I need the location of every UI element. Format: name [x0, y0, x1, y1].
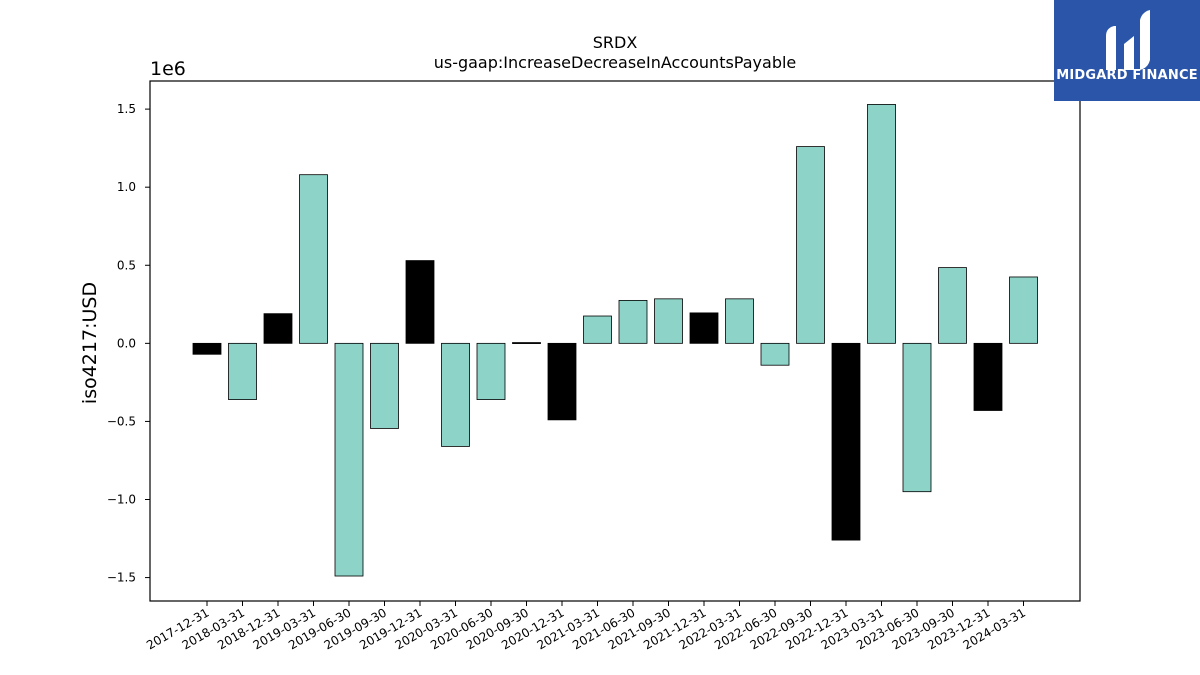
bar-2023-12-31: [973, 342, 1003, 411]
y-tick-label: −0.5: [107, 414, 136, 428]
brand-mark-icon: [1106, 10, 1150, 70]
bar-2023-03-31: [867, 104, 896, 344]
y-axis-label: iso4217:USD: [79, 282, 101, 404]
chart-subtitle: us-gaap:IncreaseDecreaseInAccountsPayabl…: [434, 53, 797, 72]
bar-2024-03-31: [1009, 276, 1038, 344]
bar-2022-12-31: [831, 342, 861, 541]
y-tick-label: 1.5: [117, 102, 136, 116]
bar-2019-09-30: [370, 342, 399, 429]
brand-logo: MIDGARD FINANCE: [1054, 0, 1200, 101]
bar-2019-06-30: [334, 342, 364, 577]
bar-2021-09-30: [654, 298, 683, 344]
bar-2022-06-30: [760, 342, 790, 366]
bar-2017-12-31: [192, 342, 222, 355]
y-scale-label: 1e6: [150, 58, 186, 80]
bar-2020-12-31: [547, 342, 577, 421]
bar-2020-06-30: [476, 342, 506, 400]
chart-title: SRDX: [593, 33, 638, 52]
bar-2021-03-31: [583, 315, 612, 344]
y-tick-label: 0.5: [117, 258, 136, 272]
bar-2020-09-30: [512, 342, 541, 344]
bar-2018-12-31: [263, 313, 293, 344]
y-tick-label: −1.0: [107, 492, 136, 506]
bar-2023-09-30: [938, 267, 967, 344]
bar-2021-06-30: [618, 299, 648, 344]
y-tick-label: 1.0: [117, 180, 136, 194]
y-tick-label: −1.5: [107, 571, 136, 585]
bar-2019-03-31: [299, 174, 328, 344]
bar-2018-03-31: [228, 342, 257, 400]
bar-2022-09-30: [796, 146, 825, 344]
bar-2020-03-31: [441, 342, 470, 447]
bar-2019-12-31: [405, 260, 435, 344]
plot-frame: [149, 80, 1081, 602]
bar-2023-06-30: [902, 342, 932, 493]
bar-2021-12-31: [689, 312, 719, 344]
brand-name: MIDGARD FINANCE: [1056, 68, 1198, 83]
bar-2022-03-31: [725, 298, 754, 344]
y-tick-label: 0.0: [117, 336, 136, 350]
